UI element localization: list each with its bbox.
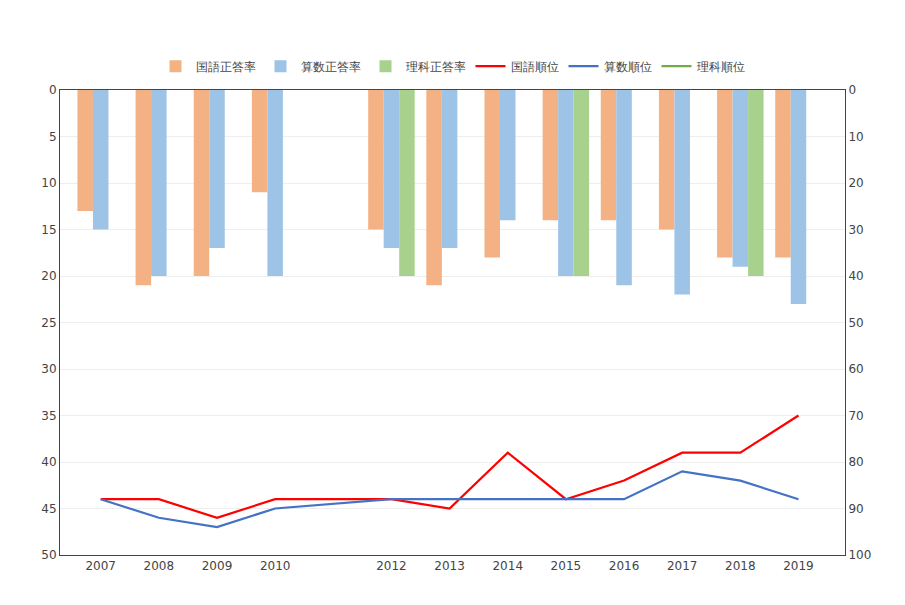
svg-text:35: 35 (41, 409, 56, 423)
svg-text:2008: 2008 (144, 559, 175, 573)
svg-text:2007: 2007 (85, 559, 116, 573)
svg-text:理科順位: 理科順位 (697, 60, 745, 74)
svg-text:25: 25 (41, 316, 56, 330)
svg-text:90: 90 (848, 502, 863, 516)
svg-text:40: 40 (848, 269, 863, 283)
svg-text:70: 70 (848, 409, 863, 423)
svg-text:5: 5 (49, 130, 57, 144)
svg-text:100: 100 (848, 548, 871, 562)
svg-text:0: 0 (49, 83, 57, 97)
svg-text:2017: 2017 (667, 559, 698, 573)
svg-text:60: 60 (848, 362, 863, 376)
svg-text:10: 10 (848, 130, 863, 144)
svg-text:10: 10 (41, 176, 56, 190)
svg-text:国語正答率: 国語正答率 (196, 60, 256, 74)
svg-text:算数正答率: 算数正答率 (301, 60, 361, 74)
svg-text:2009: 2009 (202, 559, 233, 573)
svg-text:20: 20 (848, 176, 863, 190)
svg-text:2018: 2018 (725, 559, 756, 573)
svg-text:15: 15 (41, 223, 56, 237)
svg-text:2010: 2010 (260, 559, 291, 573)
svg-text:2016: 2016 (609, 559, 640, 573)
svg-text:50: 50 (41, 548, 56, 562)
svg-text:2013: 2013 (434, 559, 465, 573)
svg-text:45: 45 (41, 502, 56, 516)
svg-text:2019: 2019 (783, 559, 814, 573)
svg-text:2015: 2015 (551, 559, 582, 573)
svg-text:算数順位: 算数順位 (604, 60, 652, 74)
svg-text:2014: 2014 (492, 559, 523, 573)
svg-text:40: 40 (41, 455, 56, 469)
svg-text:0: 0 (848, 83, 856, 97)
svg-text:30: 30 (41, 362, 56, 376)
svg-text:2012: 2012 (376, 559, 407, 573)
svg-text:30: 30 (848, 223, 863, 237)
svg-text:国語順位: 国語順位 (511, 60, 559, 74)
svg-text:50: 50 (848, 316, 863, 330)
svg-text:80: 80 (848, 455, 863, 469)
svg-text:20: 20 (41, 269, 56, 283)
svg-text:理科正答率: 理科正答率 (406, 60, 466, 74)
